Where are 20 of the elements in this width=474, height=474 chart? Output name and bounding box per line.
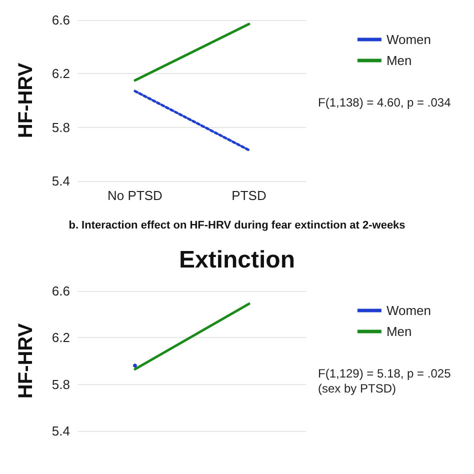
legend-label: Women xyxy=(386,303,432,318)
chart-subtitle: b. Interaction effect on HF-HRV during fear extinction at 2-weeks xyxy=(68,220,406,232)
y-tick-label: 5.4 xyxy=(52,424,70,438)
y-tick-label: 6.2 xyxy=(52,330,70,346)
legend-label: Men xyxy=(386,324,412,339)
y-axis-title: HF-HRV xyxy=(15,322,37,399)
y-tick-label: 5.4 xyxy=(52,174,70,188)
x-tick-label: PTSD xyxy=(232,188,266,203)
y-tick-label: 6.6 xyxy=(52,284,70,298)
text: F(1,129) = 5.18, p = .025 (sex by PTSD) xyxy=(318,366,454,396)
y-axis-title: HF-HRV xyxy=(15,62,37,138)
x-tick-label: No PTSD xyxy=(108,188,162,203)
y-tick-label: 5.8 xyxy=(52,376,70,392)
chart-title: Extinction xyxy=(178,246,296,274)
legend-label: Men xyxy=(386,53,412,68)
y-tick-label: 6.6 xyxy=(52,12,70,28)
legend-label: Women xyxy=(386,32,432,47)
y-tick-label: 6.2 xyxy=(52,66,70,82)
text: F(1,138) = 4.60, p = .034 xyxy=(318,96,452,110)
y-tick-label: 5.8 xyxy=(52,120,70,135)
